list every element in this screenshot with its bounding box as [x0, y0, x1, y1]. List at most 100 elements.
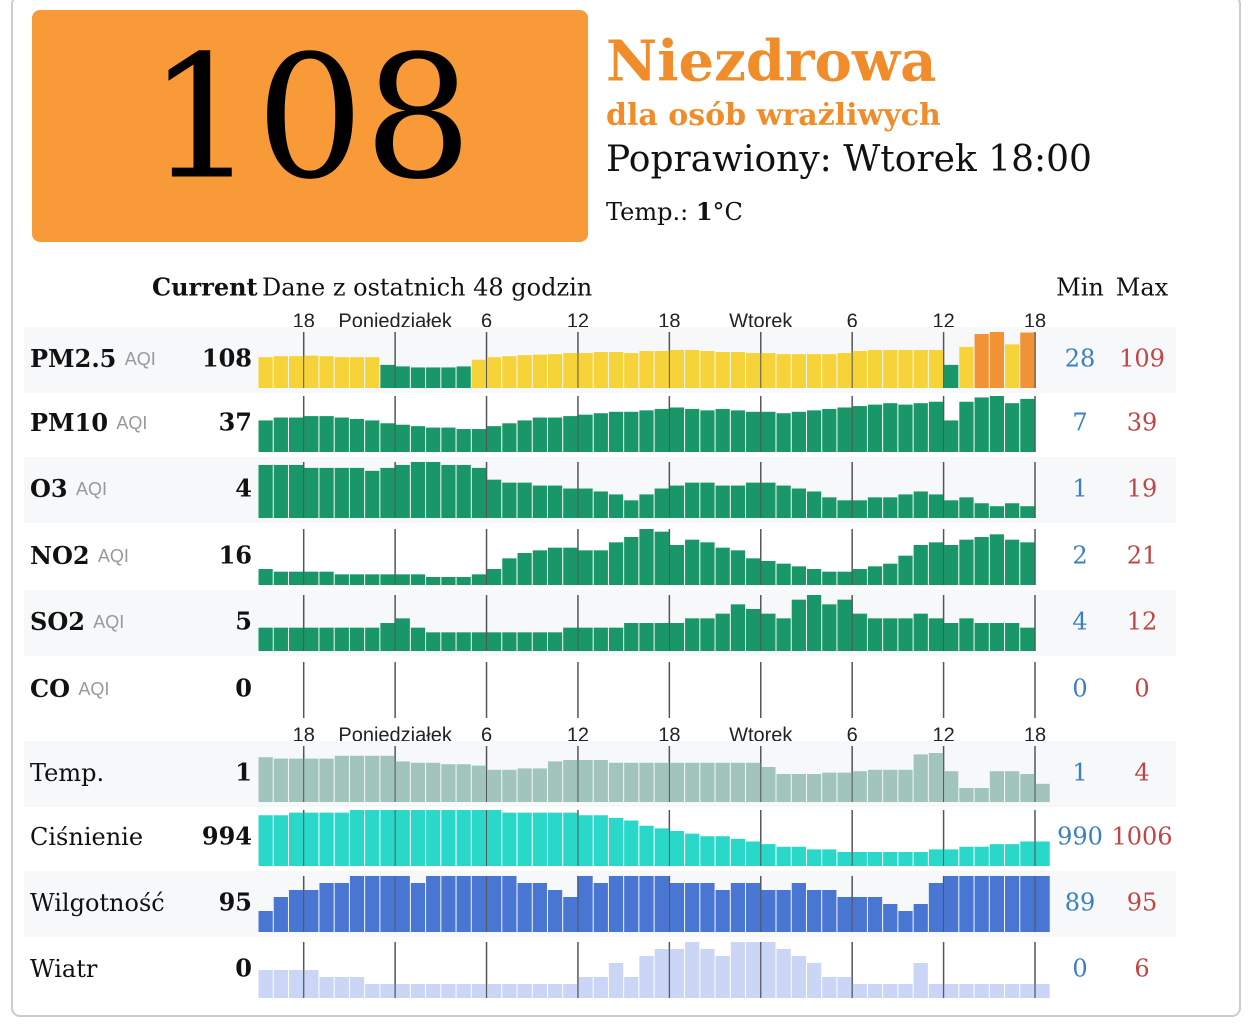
bar: [410, 627, 426, 651]
bar: [441, 632, 456, 651]
row-label: O3 AQI: [30, 474, 107, 503]
bar: [502, 984, 517, 998]
bar: [578, 353, 593, 388]
bar: [746, 762, 761, 802]
bar: [852, 351, 867, 388]
bar: [593, 550, 608, 585]
bar: [426, 876, 441, 932]
bar: [898, 852, 913, 866]
bar: [852, 500, 867, 518]
bar: [898, 404, 913, 452]
bar: [563, 984, 578, 998]
bar: [776, 618, 791, 651]
bar: [395, 761, 410, 802]
bar: [395, 574, 410, 585]
bar: [898, 618, 913, 651]
bar: [959, 876, 974, 932]
bar: [974, 623, 989, 651]
bar: [578, 627, 593, 651]
bar: [715, 613, 730, 651]
bar: [593, 815, 608, 866]
bar: [715, 352, 730, 388]
bar: [944, 364, 959, 388]
current-value: 5: [235, 607, 252, 636]
bar: [700, 836, 715, 866]
bar: [685, 762, 700, 802]
bar: [654, 949, 669, 998]
bar: [913, 349, 928, 388]
bar: [1005, 984, 1020, 998]
bar: [502, 423, 517, 452]
bar: [273, 815, 288, 866]
bar: [1035, 876, 1050, 932]
bar: [654, 531, 669, 585]
bar: [349, 467, 365, 518]
bar: [822, 772, 837, 802]
bar: [578, 977, 593, 998]
row-label: CO AQI: [30, 674, 109, 703]
bar: [410, 574, 426, 585]
bar: [746, 411, 761, 452]
bar: [608, 762, 624, 802]
bar: [624, 500, 639, 518]
min-value: 1: [1072, 759, 1087, 787]
bar: [380, 423, 395, 452]
bar: [639, 351, 654, 388]
bar: [959, 618, 974, 651]
bar: [806, 491, 822, 518]
bar: [258, 815, 273, 866]
bar: [273, 758, 288, 802]
bar: [654, 488, 669, 518]
temp-value: 1: [696, 197, 713, 226]
bar: [791, 599, 806, 651]
bar: [456, 366, 471, 388]
time-tick-label: Wtorek: [729, 724, 793, 746]
bar: [258, 627, 273, 651]
aqi-value: 108: [148, 19, 472, 217]
bar: [928, 542, 944, 585]
bar: [837, 353, 852, 388]
bar: [913, 963, 928, 998]
bar: [456, 429, 471, 452]
bar: [365, 357, 380, 388]
bar: [471, 429, 487, 452]
bar: [715, 890, 730, 932]
bar: [380, 467, 395, 518]
bar: [944, 500, 959, 518]
time-tick-label: Poniedziałek: [338, 724, 452, 746]
bar: [776, 485, 791, 518]
bar: [334, 627, 349, 651]
aqi-box: [32, 10, 588, 242]
time-tick-label: Poniedziałek: [338, 310, 452, 332]
bar: [380, 876, 395, 932]
bar: [746, 353, 761, 388]
bar: [746, 841, 761, 866]
current-value: 4: [235, 474, 252, 503]
bar: [304, 355, 319, 388]
bar: [593, 491, 608, 518]
bar: [944, 420, 959, 452]
bar: [730, 604, 746, 651]
bar: [563, 353, 578, 388]
bar: [959, 401, 974, 452]
bar: [791, 774, 806, 802]
bar: [898, 555, 913, 585]
bar: [258, 757, 273, 802]
row-name: Wilgotność: [30, 889, 165, 917]
bar: [365, 755, 380, 802]
bar: [532, 768, 547, 802]
bar: [334, 977, 349, 998]
bar: [532, 883, 547, 932]
bar: [806, 569, 822, 585]
bar: [273, 356, 288, 388]
min-header: Min: [1056, 274, 1104, 302]
row-label: PM2.5 AQI: [30, 344, 156, 373]
bar: [410, 810, 426, 866]
bar: [700, 883, 715, 932]
bar: [867, 769, 883, 802]
bar: [669, 949, 685, 998]
time-tick-label: Wtorek: [729, 310, 793, 332]
bar: [547, 547, 563, 585]
bar: [791, 488, 806, 518]
bar: [746, 482, 761, 518]
